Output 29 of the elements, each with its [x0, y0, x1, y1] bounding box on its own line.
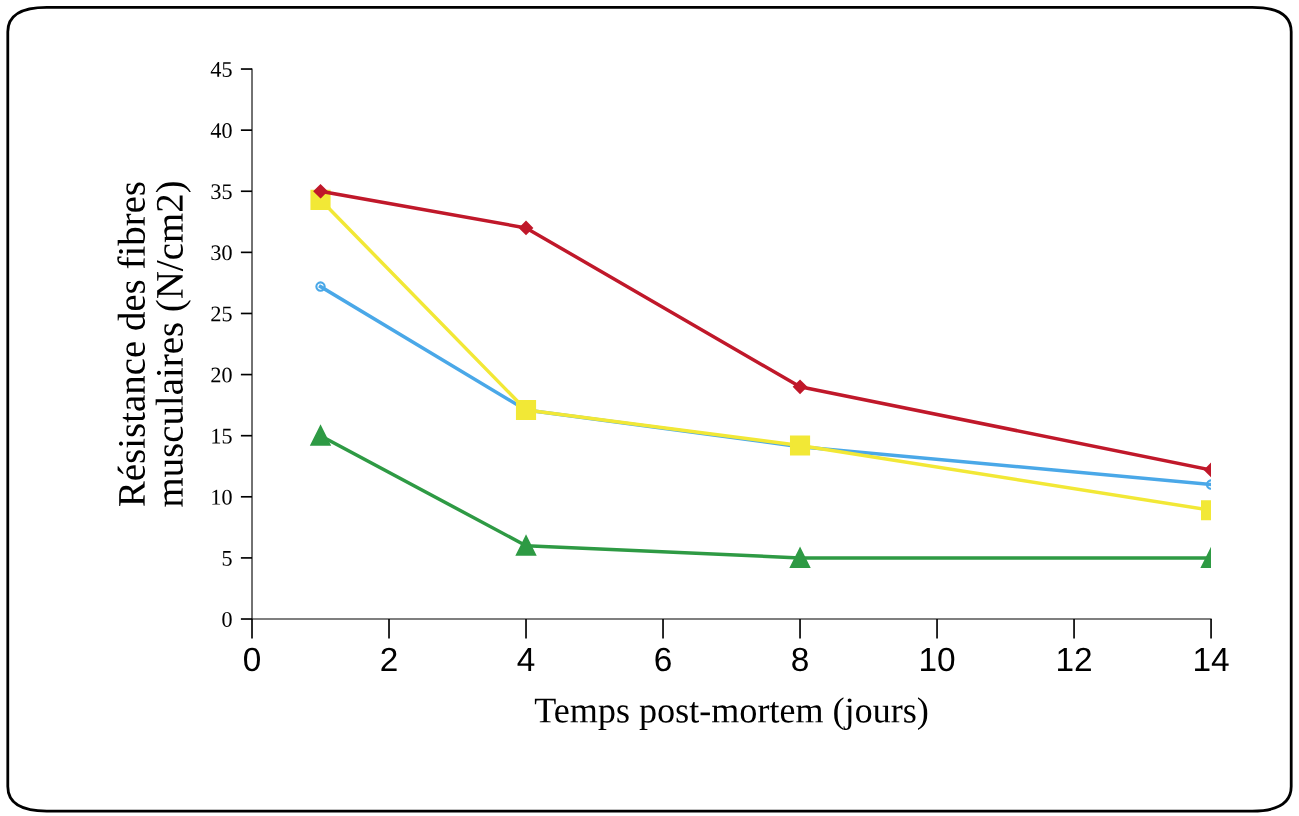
y-tick-label: 35 — [211, 184, 232, 200]
y-tick-label: 0 — [222, 611, 232, 627]
point — [515, 535, 537, 556]
y-tick-label: 5 — [222, 551, 232, 566]
point — [310, 425, 331, 446]
x-tick-label: 4 — [517, 648, 535, 671]
point — [313, 184, 328, 199]
x-tick-label: 0 — [244, 647, 260, 672]
y-tick-label: 15 — [212, 428, 232, 444]
x-tick-label: 8 — [792, 647, 808, 672]
point — [519, 220, 533, 235]
y-tick-label: 30 — [211, 245, 232, 261]
x-tick-label: 2 — [381, 647, 397, 671]
point — [315, 281, 326, 292]
x-tick-label: 6 — [655, 647, 671, 672]
y-tick-label: 10 — [212, 489, 232, 505]
point — [789, 435, 811, 456]
y-tick-label: 45 — [210, 62, 232, 77]
point — [515, 399, 537, 421]
y-tick-label: 25 — [211, 306, 232, 322]
x-tick-label: 12 — [1058, 647, 1091, 671]
point — [789, 547, 811, 568]
x-axis-title: Temps post-mortem (jours) — [534, 697, 928, 731]
point — [793, 379, 807, 394]
x-tick-label: 14 — [1195, 648, 1229, 671]
y-tick-label: 40 — [210, 123, 232, 139]
y-tick-label: 20 — [211, 367, 232, 383]
y-axis-title: Résistance des fibres musculaires (N/cm2) — [117, 182, 191, 507]
x-tick-label: 10 — [921, 647, 955, 672]
